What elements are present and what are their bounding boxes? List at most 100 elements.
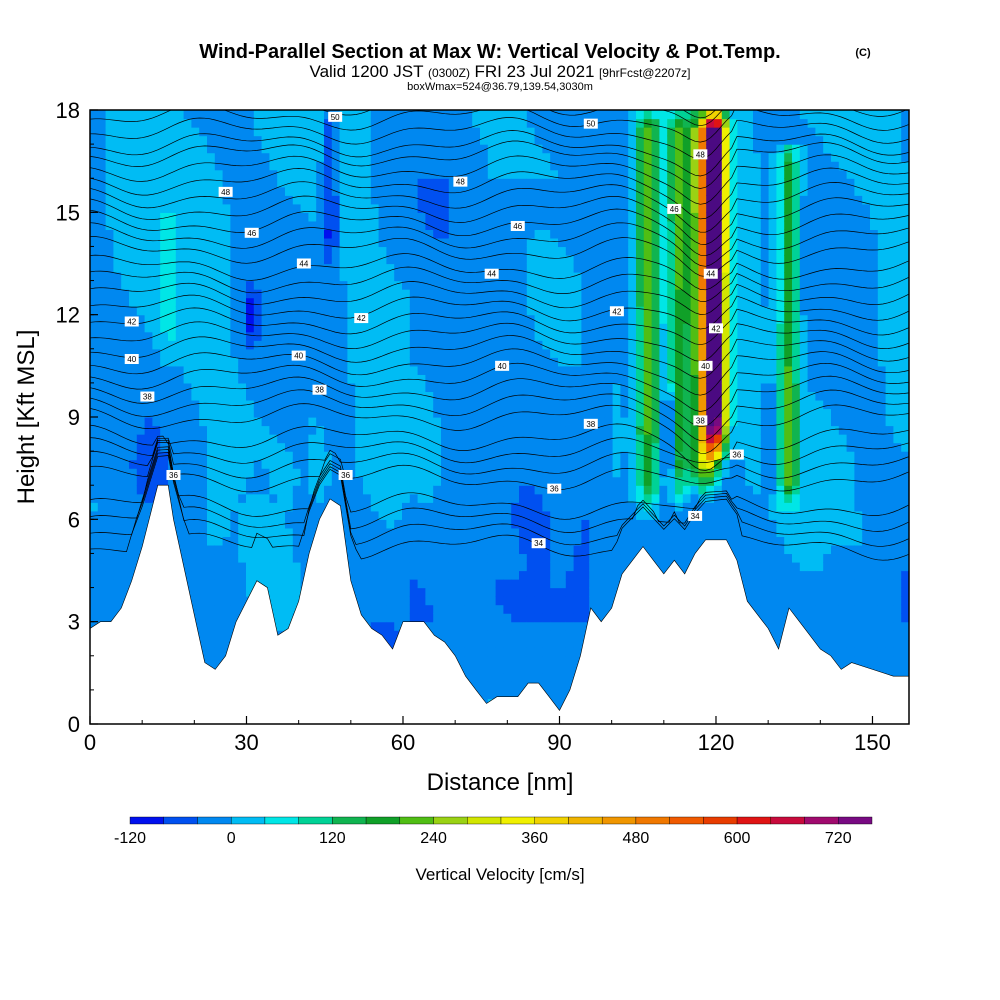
velocity-cell (105, 220, 114, 230)
velocity-cell (565, 220, 575, 230)
velocity-cell (277, 306, 286, 316)
velocity-cell (526, 391, 536, 401)
velocity-cell (487, 331, 497, 341)
velocity-cell (121, 110, 130, 120)
velocity-cell (604, 519, 614, 529)
velocity-cell (526, 621, 536, 631)
velocity-cell (597, 544, 606, 555)
velocity-cell (511, 536, 520, 546)
velocity-cell (277, 502, 286, 512)
velocity-cell (441, 468, 450, 478)
velocity-cell (550, 689, 559, 700)
velocity-cell (129, 425, 138, 435)
velocity-cell (355, 212, 364, 222)
velocity-cell (519, 519, 528, 529)
velocity-cell (417, 596, 426, 606)
velocity-cell (542, 519, 551, 529)
velocity-cell (589, 579, 598, 589)
velocity-cell (261, 263, 270, 273)
velocity-cell (433, 152, 442, 162)
velocity-cell (456, 297, 465, 307)
velocity-cell (581, 459, 590, 469)
velocity-cell (175, 272, 185, 282)
velocity-cell (253, 544, 263, 555)
velocity-cell (409, 485, 419, 495)
velocity-cell (409, 493, 419, 503)
velocity-cell (378, 425, 387, 435)
velocity-cell (441, 459, 450, 469)
velocity-cell (472, 289, 481, 299)
velocity-cell (417, 365, 426, 375)
velocity-cell (487, 391, 497, 401)
velocity-cell (503, 169, 512, 179)
velocity-cell (277, 434, 286, 444)
velocity-cell (316, 110, 325, 120)
velocity-cell (581, 203, 590, 213)
velocity-cell (339, 348, 348, 358)
velocity-cell (214, 169, 224, 179)
velocity-cell (222, 630, 231, 640)
velocity-cell (433, 331, 442, 341)
velocity-cell (448, 527, 458, 537)
velocity-cell (487, 502, 497, 512)
velocity-cell (331, 442, 341, 452)
velocity-cell (285, 553, 294, 563)
velocity-cell (550, 434, 559, 444)
velocity-cell (581, 553, 590, 563)
velocity-cell (425, 502, 434, 512)
velocity-cell (347, 272, 356, 282)
velocity-cell (199, 110, 208, 120)
velocity-cell (175, 306, 185, 316)
velocity-cell (409, 587, 419, 597)
velocity-cell (113, 442, 122, 452)
velocity-cell (425, 544, 434, 555)
velocity-cell (620, 340, 629, 350)
velocity-cell (269, 561, 278, 572)
velocity-cell (175, 434, 185, 444)
velocity-cell (378, 561, 387, 572)
velocity-cell (129, 434, 138, 444)
velocity-cell (480, 229, 489, 239)
velocity-cell (503, 195, 512, 205)
velocity-cell (519, 203, 528, 213)
velocity-cell (386, 493, 395, 503)
velocity-cell (144, 357, 153, 367)
velocity-cell (199, 527, 208, 537)
velocity-cell (604, 357, 614, 367)
velocity-cell (487, 229, 497, 239)
velocity-cell (597, 357, 606, 367)
velocity-cell (495, 434, 504, 444)
velocity-cell (269, 553, 278, 563)
velocity-cell (292, 425, 302, 435)
velocity-cell (402, 502, 411, 512)
velocity-cell (511, 212, 520, 222)
velocity-cell (620, 527, 629, 537)
velocity-cell (597, 144, 606, 154)
velocity-cell (347, 451, 356, 461)
velocity-cell (597, 382, 606, 393)
velocity-cell (620, 323, 629, 333)
velocity-cell (230, 510, 239, 520)
velocity-cell (581, 485, 590, 495)
velocity-cell (347, 442, 356, 452)
velocity-cell (604, 399, 614, 410)
velocity-cell (519, 493, 528, 503)
velocity-cell (363, 365, 372, 375)
velocity-cell (511, 195, 520, 205)
velocity-cell (222, 544, 231, 555)
velocity-cell (409, 110, 419, 120)
velocity-cell (417, 178, 426, 188)
velocity-cell (620, 476, 629, 486)
velocity-cell (253, 365, 263, 375)
velocity-cell (300, 374, 309, 384)
velocity-cell (97, 220, 107, 230)
velocity-cell (253, 237, 263, 248)
velocity-cell (620, 110, 629, 120)
velocity-cell (105, 306, 114, 316)
velocity-cell (448, 399, 458, 410)
velocity-cell (503, 314, 512, 324)
velocity-cell (347, 561, 356, 572)
velocity-cell (433, 272, 442, 282)
velocity-cell (363, 536, 372, 546)
velocity-cell (503, 544, 512, 555)
